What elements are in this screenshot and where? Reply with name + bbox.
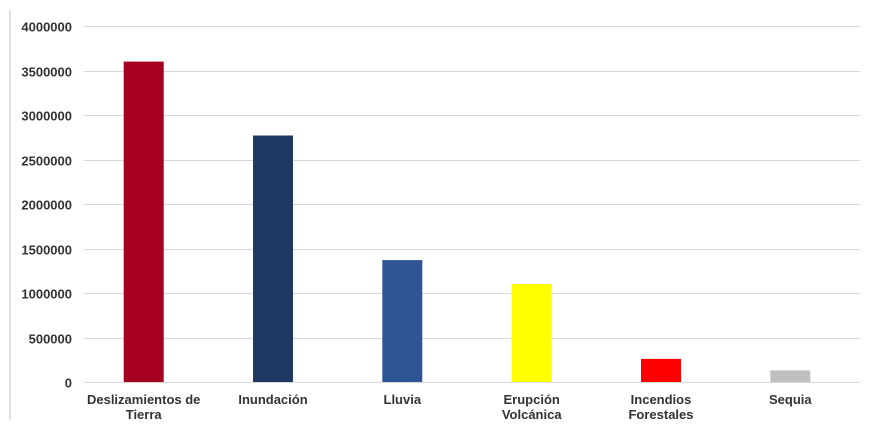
bars — [123, 61, 811, 382]
x-category-label: Incendios Forestales — [628, 392, 693, 422]
bar-2 — [382, 260, 423, 382]
x-category-label: Lluvia — [384, 392, 422, 407]
x-category-label: Inundación — [238, 392, 307, 407]
grid-lines — [84, 26, 860, 383]
y-tick-label: 2000000 — [21, 198, 72, 213]
y-axis-tick-labels: 0 500000 1000000 1500000 2000000 2500000 30000… — [21, 20, 72, 391]
y-tick-label: 4000000 — [21, 20, 72, 35]
y-tick-label: 1500000 — [21, 243, 72, 258]
bar-5 — [770, 370, 811, 382]
y-tick-label: 3000000 — [21, 109, 72, 124]
x-category-label: Deslizamientos de Tierra — [87, 392, 200, 422]
y-tick-label: 0 — [65, 376, 72, 391]
bar-0 — [123, 61, 164, 382]
bar-3 — [511, 284, 552, 382]
y-tick-label: 2500000 — [21, 154, 72, 169]
x-category-label: Sequia — [769, 392, 812, 407]
bar-4 — [641, 358, 681, 382]
y-tick-label: 1000000 — [21, 287, 72, 302]
x-category-label: Erupción Volcánica — [502, 392, 563, 422]
y-tick-label: 3500000 — [21, 65, 72, 80]
x-axis-category-labels: Deslizamientos de Tierra Inundación Lluvia E… — [87, 392, 812, 422]
bar-1 — [253, 135, 293, 382]
y-tick-label: 500000 — [29, 332, 72, 347]
